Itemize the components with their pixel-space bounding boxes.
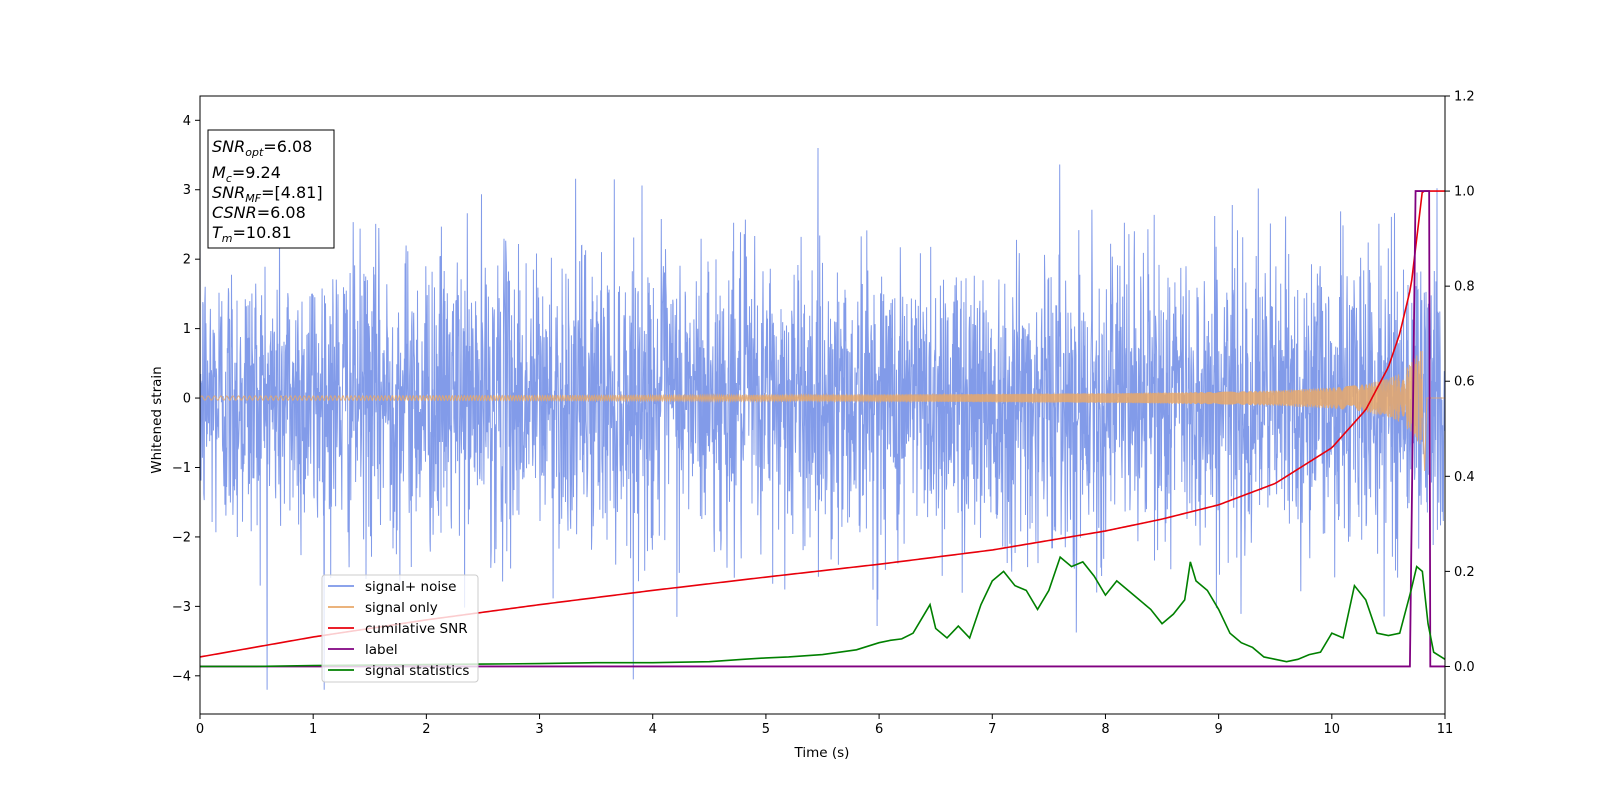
- x-axis-label: Time (s): [794, 745, 850, 761]
- info-snr-opt-value: 6.08: [277, 137, 313, 156]
- info-mc: Mc=9.24: [212, 163, 281, 185]
- y-left-tick-label: −2: [172, 530, 191, 545]
- plot-frame: [199, 95, 1446, 715]
- info-tm-value: 10.81: [246, 223, 292, 242]
- x-tick-label: 2: [422, 722, 430, 737]
- y-left-tick-label: −3: [172, 600, 191, 615]
- y-right-tick-label: 1.0: [1454, 185, 1475, 200]
- x-tick-label: 7: [988, 722, 996, 737]
- y-right-tick-label: 0.0: [1454, 660, 1475, 675]
- info-box-frame: [207, 129, 335, 249]
- info-csnr: CSNR=6.08: [212, 203, 306, 222]
- legend: signal+ noise signal only cumilative SNR la…: [321, 574, 479, 683]
- series-signal-statistics-line: [200, 555, 1446, 668]
- y-right-tick-label: 0.8: [1454, 280, 1475, 295]
- info-mc-value: 9.24: [245, 163, 281, 182]
- legend-signal-noise-label: signal+ noise: [365, 579, 456, 595]
- x-tick-label: 8: [1101, 722, 1109, 737]
- info-tm: Tm=10.81: [212, 223, 292, 245]
- x-tick-label: 4: [649, 722, 657, 737]
- x-tick-label: 10: [1324, 722, 1341, 737]
- legend-label-label: label: [365, 642, 398, 658]
- x-tick-label: 1: [309, 722, 317, 737]
- y-left-tick-label: 4: [183, 114, 191, 129]
- info-snr-opt: SNRopt=6.08: [212, 137, 312, 159]
- legend-frame: [321, 574, 479, 683]
- x-tick-label: 3: [535, 722, 543, 737]
- x-tick-label: 9: [1214, 722, 1222, 737]
- y-right-tick-label: 0.6: [1454, 375, 1475, 390]
- y-left-tick-label: 2: [183, 253, 191, 268]
- info-csnr-value: 6.08: [270, 203, 306, 222]
- x-tick-label: 6: [875, 722, 883, 737]
- info-snr-mf: SNRMF=[4.81]: [212, 183, 323, 205]
- series-label-line: [200, 190, 1445, 668]
- series-signal-noise-line: [199, 147, 1446, 690]
- y-axis-label: Whitened strain: [149, 366, 165, 473]
- x-tick-label: 5: [762, 722, 770, 737]
- x-tick-label: 11: [1437, 722, 1454, 737]
- axes: 0 1 2 3 4 5 6 7 8 9 10 11 −4 −3 −2 −1 0 1 2 3 4 0.0 0.2 0.4 0.6 0…: [172, 90, 1475, 738]
- legend-cumulative-snr-label: cumilative SNR: [365, 621, 468, 637]
- info-box: SNRopt=6.08 Mc=9.24 SNRMF=[4.81] CSNR=6.…: [207, 129, 335, 249]
- x-tick-label: 0: [196, 722, 204, 737]
- y-left-tick-label: 3: [183, 183, 191, 198]
- series-signal-only-line: [199, 350, 1445, 471]
- legend-signal-statistics-label: signal statistics: [365, 663, 469, 679]
- y-right-tick-label: 0.4: [1454, 470, 1475, 485]
- y-left-tick-label: −1: [172, 461, 191, 476]
- legend-signal-only-label: signal only: [365, 600, 438, 616]
- y-right-tick-label: 0.2: [1454, 565, 1475, 580]
- y-left-tick-label: −4: [172, 669, 191, 684]
- y-left-tick-label: 0: [183, 392, 191, 407]
- info-snr-mf-value: [4.81]: [274, 183, 322, 202]
- y-right-tick-label: 1.2: [1454, 90, 1475, 105]
- y-left-tick-label: 1: [183, 322, 191, 337]
